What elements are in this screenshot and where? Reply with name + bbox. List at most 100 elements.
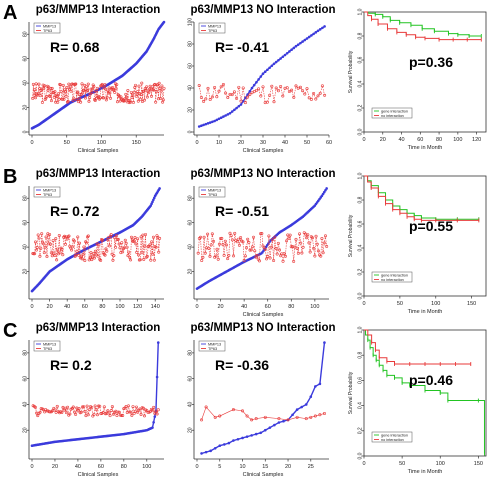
chart-panel-a-3: 0 20 40 60 80 100 120 0.0 0.2 0.4 0.6 0.8 1.0 Time in…: [348, 8, 487, 151]
x-tick-label: 60: [417, 137, 423, 143]
data-point: [152, 405, 156, 409]
series-line: [33, 405, 159, 417]
y-tick-label: 60: [23, 220, 29, 226]
data-point: [129, 258, 133, 262]
plot-frame: [363, 329, 487, 457]
data-point: [210, 232, 214, 236]
data-point: [321, 251, 325, 255]
data-point: [268, 66, 271, 70]
data-point: [209, 243, 213, 247]
data-point: [143, 244, 147, 248]
data-point: [282, 251, 286, 255]
data-point: [204, 450, 208, 454]
data-point: [250, 418, 254, 422]
data-point: [224, 243, 228, 247]
data-point: [208, 254, 212, 258]
data-point: [65, 100, 69, 104]
data-point: [323, 234, 327, 238]
data-point: [41, 242, 45, 246]
chart-title: p63/MMP13 NO Interaction: [190, 322, 335, 334]
data-point: [149, 258, 153, 262]
data-point: [63, 234, 67, 238]
data-point: [314, 97, 318, 101]
data-point: [260, 232, 264, 236]
data-point: [60, 247, 64, 251]
data-point: [31, 82, 35, 86]
x-tick-label: 0: [362, 137, 365, 143]
data-point: [313, 254, 317, 258]
data-point: [285, 86, 289, 90]
data-point: [223, 239, 227, 243]
data-point: [112, 254, 116, 258]
data-point: [49, 87, 53, 91]
data-point: [325, 244, 329, 248]
data-point: [281, 94, 285, 98]
stat-annotation: R= -0.51: [215, 203, 269, 219]
data-point: [90, 91, 94, 95]
data-point: [145, 254, 149, 258]
data-point: [283, 254, 287, 258]
data-point: [241, 409, 245, 413]
data-point: [80, 257, 84, 261]
data-point: [126, 254, 130, 258]
data-point: [202, 99, 206, 103]
data-point: [45, 255, 49, 259]
stat-annotation: p=0.55: [409, 218, 453, 234]
data-point: [294, 237, 298, 241]
data-point: [33, 252, 37, 256]
legend-entry: no interaction: [381, 114, 404, 118]
data-point: [111, 86, 115, 90]
data-point: [197, 83, 201, 87]
x-tick-label: 50: [397, 301, 403, 307]
data-point: [295, 408, 299, 411]
data-point: [140, 251, 144, 255]
data-point: [226, 257, 230, 261]
data-point: [201, 255, 205, 259]
data-point: [270, 84, 274, 88]
data-point: [63, 90, 67, 94]
x-tick-label: 15: [262, 464, 268, 470]
data-point: [113, 90, 117, 94]
legend-entry: TP63: [208, 347, 217, 351]
data-point: [129, 100, 133, 104]
data-point: [285, 239, 289, 243]
y-tick-label: 0.6: [358, 56, 364, 63]
data-point: [245, 435, 249, 438]
y-tick-label: 1.0: [358, 326, 364, 333]
data-point: [87, 99, 91, 103]
data-point: [296, 251, 300, 255]
x-tick-label: 50: [399, 461, 405, 467]
data-point: [321, 26, 324, 30]
data-point: [107, 86, 111, 90]
y-tick-label: 20: [23, 269, 29, 275]
data-point: [236, 437, 240, 441]
data-point: [211, 120, 214, 124]
data-point: [71, 405, 75, 409]
data-point: [232, 254, 236, 258]
data-point: [65, 86, 69, 90]
data-point: [129, 235, 133, 239]
data-point: [62, 97, 66, 101]
data-point: [90, 258, 94, 262]
data-point: [124, 92, 128, 96]
data-point: [88, 96, 92, 100]
legend-entry: TP63: [43, 347, 52, 351]
data-point: [135, 92, 139, 96]
stat-annotation: p=0.36: [409, 54, 453, 70]
x-tick-label: 100: [431, 301, 440, 307]
data-point: [320, 84, 324, 88]
chart-title: p63/MMP13 NO Interaction: [190, 4, 335, 16]
data-point: [217, 89, 221, 93]
data-point: [43, 410, 47, 414]
x-axis-label: Clinical Samples: [243, 472, 284, 478]
data-point: [134, 83, 138, 87]
data-point: [204, 122, 208, 126]
data-point: [60, 410, 64, 414]
data-point: [55, 95, 59, 99]
data-point: [208, 121, 212, 124]
data-point: [151, 200, 154, 204]
data-point: [241, 240, 245, 244]
data-point: [239, 103, 243, 106]
row-label-c: C: [3, 320, 18, 342]
data-point: [255, 80, 258, 84]
